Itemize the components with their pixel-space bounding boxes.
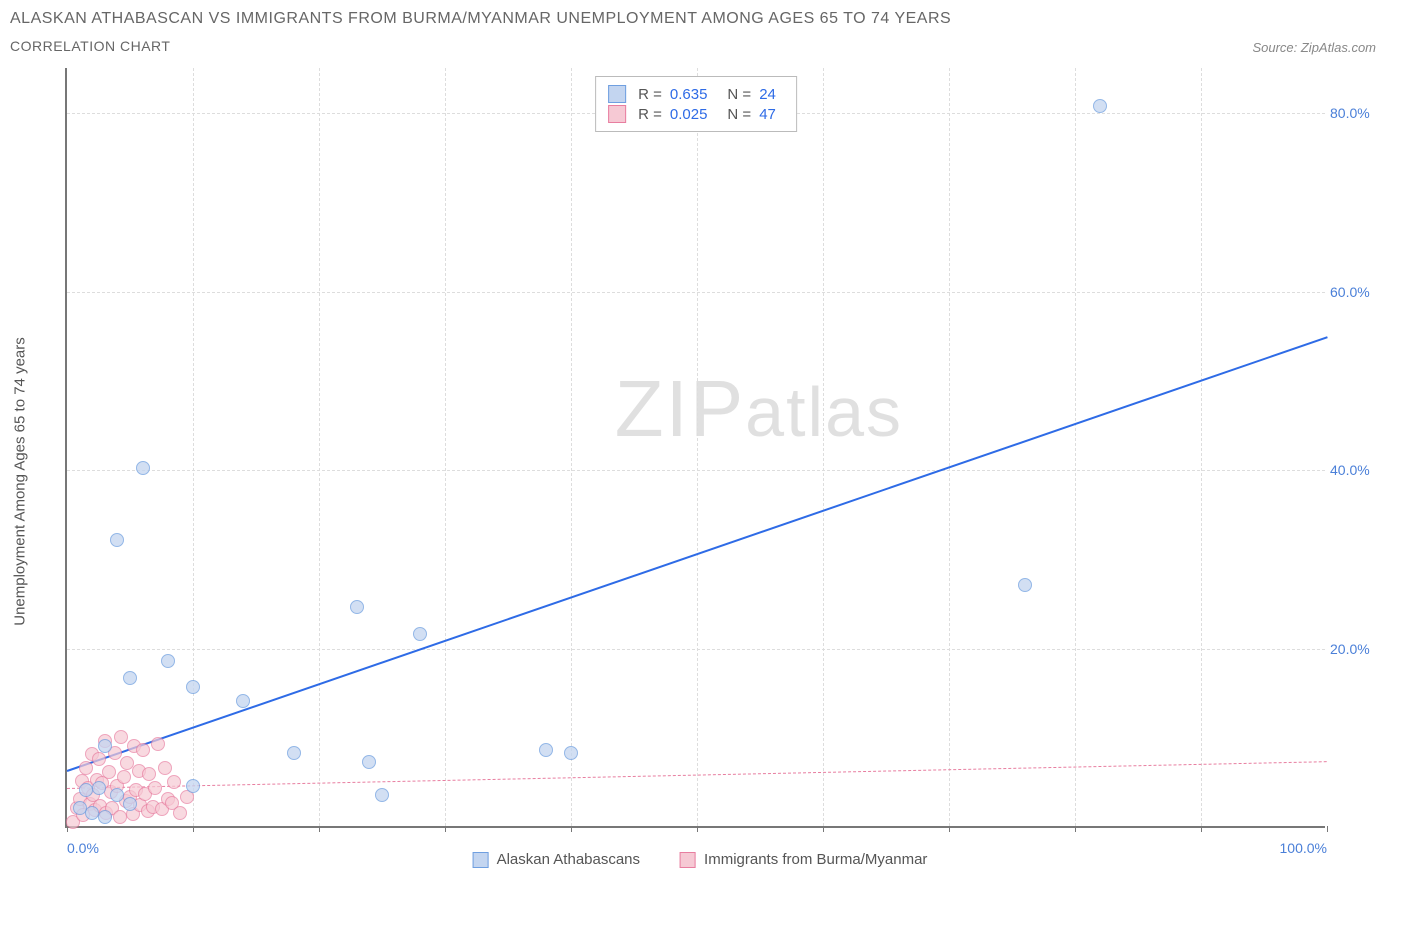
x-tick-mark xyxy=(949,826,950,832)
gridline-v xyxy=(445,68,446,826)
data-point xyxy=(136,743,150,757)
chart-container: Unemployment Among Ages 65 to 74 years Z… xyxy=(10,63,1390,883)
n-value-b: 47 xyxy=(759,106,776,123)
r-value-a: 0.635 xyxy=(670,86,708,103)
legend-stats-row-b: R = 0.025 N = 47 xyxy=(608,105,784,123)
gridline-h xyxy=(67,470,1325,471)
y-tick-label: 60.0% xyxy=(1330,284,1385,300)
legend-item-a: Alaskan Athabascans xyxy=(473,851,640,868)
x-tick-mark xyxy=(1075,826,1076,832)
data-point xyxy=(413,627,427,641)
data-point xyxy=(1093,99,1107,113)
swatch-series-b xyxy=(608,105,626,123)
y-tick-label: 20.0% xyxy=(1330,641,1385,657)
title-block: ALASKAN ATHABASCAN VS IMMIGRANTS FROM BU… xyxy=(10,10,951,54)
data-point xyxy=(98,810,112,824)
x-tick-mark xyxy=(193,826,194,832)
data-point xyxy=(114,730,128,744)
data-point xyxy=(92,781,106,795)
r-label: R = xyxy=(638,86,662,103)
title-line-2: CORRELATION CHART xyxy=(10,38,951,54)
y-axis-label: Unemployment Among Ages 65 to 74 years xyxy=(12,337,29,626)
data-point xyxy=(362,755,376,769)
gridline-v xyxy=(1075,68,1076,826)
data-point xyxy=(564,746,578,760)
data-point xyxy=(142,767,156,781)
header: ALASKAN ATHABASCAN VS IMMIGRANTS FROM BU… xyxy=(10,10,1396,55)
data-point xyxy=(158,761,172,775)
data-point xyxy=(167,775,181,789)
data-point xyxy=(375,788,389,802)
data-point xyxy=(287,746,301,760)
legend-item-b: Immigrants from Burma/Myanmar xyxy=(680,851,927,868)
gridline-h xyxy=(67,649,1325,650)
data-point xyxy=(110,533,124,547)
legend-stats-row-a: R = 0.635 N = 24 xyxy=(608,85,784,103)
data-point xyxy=(186,680,200,694)
data-point xyxy=(117,770,131,784)
data-point xyxy=(539,743,553,757)
data-point xyxy=(136,461,150,475)
data-point xyxy=(123,797,137,811)
data-point xyxy=(161,654,175,668)
x-tick-mark xyxy=(823,826,824,832)
watermark: ZIPatlas xyxy=(615,363,903,455)
data-point xyxy=(92,752,106,766)
data-point xyxy=(123,671,137,685)
r-label: R = xyxy=(638,106,662,123)
y-tick-label: 80.0% xyxy=(1330,105,1385,121)
swatch-series-b-icon xyxy=(680,852,696,868)
y-tick-label: 40.0% xyxy=(1330,462,1385,478)
gridline-v xyxy=(193,68,194,826)
data-point xyxy=(102,765,116,779)
x-tick-label: 100.0% xyxy=(1280,840,1327,856)
source-label: Source: ZipAtlas.com xyxy=(1252,40,1376,55)
series-b-name: Immigrants from Burma/Myanmar xyxy=(704,851,927,868)
watermark-part1: ZIP xyxy=(615,364,745,453)
data-point xyxy=(350,600,364,614)
data-point xyxy=(98,739,112,753)
data-point xyxy=(173,806,187,820)
data-point xyxy=(148,781,162,795)
data-point xyxy=(151,737,165,751)
data-point xyxy=(236,694,250,708)
x-tick-mark xyxy=(445,826,446,832)
n-label: N = xyxy=(727,106,751,123)
gridline-v xyxy=(697,68,698,826)
x-tick-mark xyxy=(1327,826,1328,832)
legend-bottom: Alaskan Athabascans Immigrants from Burm… xyxy=(473,851,928,868)
gridline-v xyxy=(1201,68,1202,826)
x-tick-mark xyxy=(571,826,572,832)
gridline-v xyxy=(319,68,320,826)
gridline-v xyxy=(823,68,824,826)
n-value-a: 24 xyxy=(759,86,776,103)
x-tick-label: 0.0% xyxy=(67,840,99,856)
swatch-series-a-icon xyxy=(473,852,489,868)
title-line-1: ALASKAN ATHABASCAN VS IMMIGRANTS FROM BU… xyxy=(10,10,951,28)
x-tick-mark xyxy=(319,826,320,832)
plot-area: ZIPatlas R = 0.635 N = 24 R = 0.025 N = … xyxy=(65,68,1325,828)
gridline-v xyxy=(949,68,950,826)
gridline-v xyxy=(571,68,572,826)
swatch-series-a xyxy=(608,85,626,103)
x-tick-mark xyxy=(1201,826,1202,832)
data-point xyxy=(186,779,200,793)
n-label: N = xyxy=(727,86,751,103)
r-value-b: 0.025 xyxy=(670,106,708,123)
watermark-part2: atlas xyxy=(745,373,903,451)
gridline-h xyxy=(67,292,1325,293)
data-point xyxy=(1018,578,1032,592)
legend-stats-box: R = 0.635 N = 24 R = 0.025 N = 47 xyxy=(595,76,797,132)
series-a-name: Alaskan Athabascans xyxy=(497,851,640,868)
data-point xyxy=(110,788,124,802)
x-tick-mark xyxy=(697,826,698,832)
data-point xyxy=(79,761,93,775)
